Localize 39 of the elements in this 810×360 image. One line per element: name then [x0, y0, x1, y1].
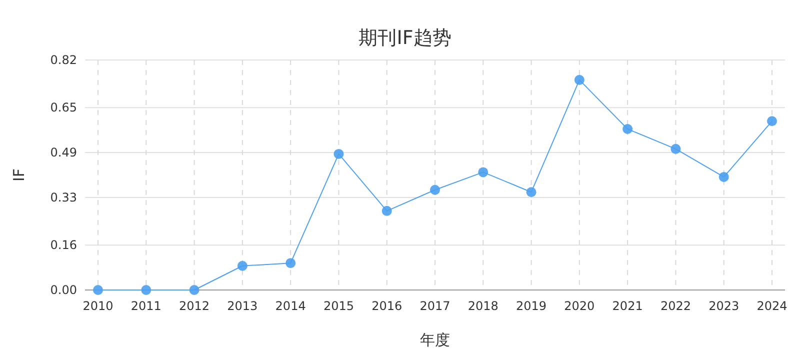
x-tick-label: 2022 — [660, 299, 691, 313]
point — [526, 187, 536, 198]
x-tick-label: 2017 — [420, 299, 450, 313]
point — [286, 258, 296, 268]
y-tick-label: 0.00 — [50, 283, 77, 297]
x-tick-label: 2015 — [323, 299, 354, 313]
x-tick-label: 2016 — [372, 299, 402, 313]
y-axis-title: IF — [10, 168, 28, 182]
x-tick-label: 2020 — [564, 299, 595, 313]
point — [478, 167, 488, 178]
point — [334, 148, 344, 159]
x-tick-label: 2024 — [756, 299, 788, 313]
x-tick-label: 2021 — [612, 299, 643, 313]
x-tick-label: 2018 — [468, 299, 498, 313]
x-tick-label: 2023 — [708, 299, 740, 313]
x-tick-label: 2019 — [516, 299, 547, 313]
point — [574, 74, 584, 85]
x-tick-label: 2011 — [130, 299, 162, 313]
point — [718, 172, 729, 182]
x-axis-title: 年度 — [420, 331, 450, 349]
x-tick-label: 2010 — [82, 299, 114, 313]
y-tick-label: 0.49 — [50, 146, 77, 160]
y-tick-label: 0.65 — [50, 100, 77, 115]
point — [382, 206, 392, 216]
point — [237, 260, 248, 271]
point — [93, 285, 103, 295]
point — [622, 124, 633, 134]
y-tick-label: 0.16 — [50, 238, 77, 252]
chart-title: 期刊IF趋势 — [358, 27, 452, 49]
y-tick-label: 0.33 — [50, 190, 77, 204]
point — [189, 285, 200, 295]
point — [430, 184, 440, 195]
x-tick-label: 2013 — [227, 299, 258, 313]
point — [670, 144, 681, 154]
point — [767, 116, 777, 126]
x-tick-label: 2014 — [275, 299, 306, 313]
point — [141, 285, 152, 295]
x-tick-label: 2012 — [179, 299, 210, 313]
y-tick-label: 0.82 — [50, 53, 77, 67]
